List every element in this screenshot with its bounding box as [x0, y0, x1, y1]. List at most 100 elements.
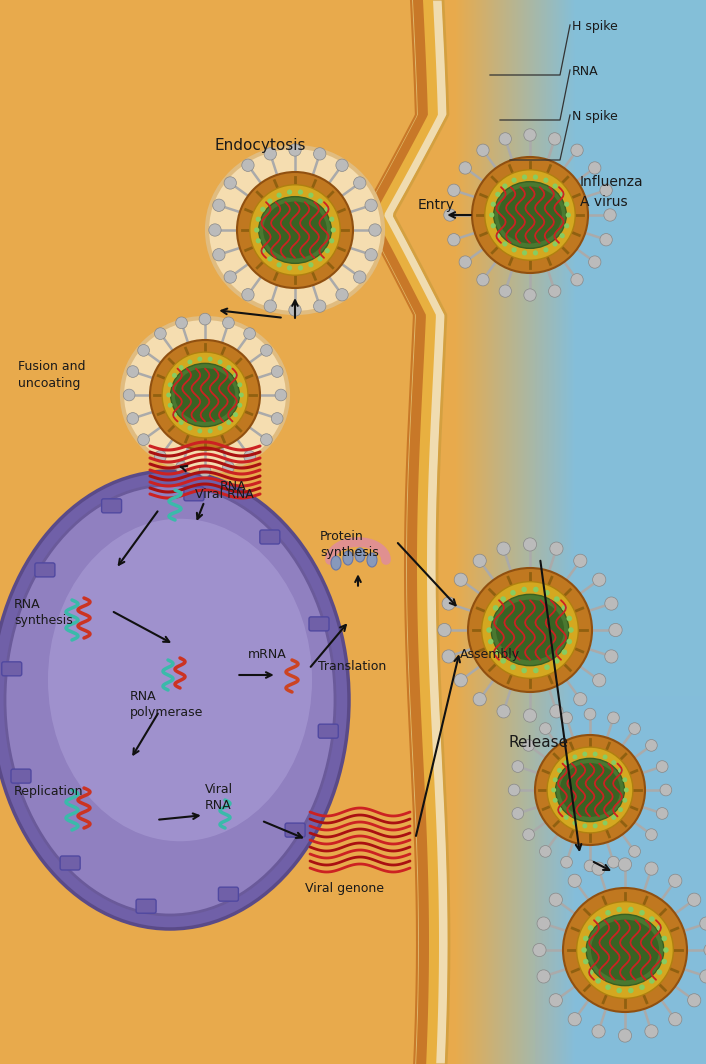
Ellipse shape: [560, 763, 621, 817]
Circle shape: [354, 177, 366, 189]
Circle shape: [533, 250, 538, 255]
Circle shape: [127, 366, 138, 378]
Circle shape: [573, 820, 578, 826]
Circle shape: [491, 223, 496, 229]
Circle shape: [365, 249, 377, 261]
Circle shape: [603, 820, 608, 826]
Circle shape: [568, 875, 581, 887]
Text: Protein: Protein: [320, 530, 364, 543]
Circle shape: [442, 650, 455, 663]
Circle shape: [688, 994, 701, 1007]
Circle shape: [454, 573, 467, 586]
Circle shape: [561, 857, 573, 868]
Circle shape: [574, 693, 587, 705]
Circle shape: [544, 247, 549, 252]
Circle shape: [309, 193, 313, 198]
Text: synthesis: synthesis: [14, 614, 73, 627]
Circle shape: [618, 858, 632, 871]
Circle shape: [198, 429, 203, 433]
Circle shape: [298, 189, 303, 195]
Circle shape: [459, 162, 472, 174]
Circle shape: [155, 328, 166, 339]
Circle shape: [605, 910, 611, 915]
Circle shape: [237, 172, 353, 288]
Circle shape: [628, 987, 633, 994]
Circle shape: [168, 382, 173, 387]
Circle shape: [309, 262, 313, 267]
Circle shape: [138, 434, 150, 446]
Circle shape: [241, 160, 254, 171]
Ellipse shape: [586, 914, 664, 985]
Circle shape: [550, 704, 563, 718]
Circle shape: [481, 582, 578, 679]
Polygon shape: [364, 0, 429, 1064]
Circle shape: [222, 317, 234, 329]
Ellipse shape: [48, 519, 312, 842]
Circle shape: [611, 815, 616, 820]
Circle shape: [588, 969, 593, 975]
Circle shape: [198, 356, 203, 362]
Circle shape: [657, 761, 668, 772]
Circle shape: [503, 183, 508, 188]
Ellipse shape: [355, 548, 365, 562]
Ellipse shape: [496, 600, 564, 661]
Circle shape: [485, 170, 575, 261]
Text: Entry: Entry: [418, 198, 455, 212]
Circle shape: [241, 288, 254, 301]
Circle shape: [564, 760, 569, 765]
Circle shape: [166, 393, 171, 398]
Circle shape: [486, 627, 492, 633]
Circle shape: [208, 356, 213, 362]
Circle shape: [669, 875, 682, 887]
Circle shape: [639, 984, 645, 990]
Circle shape: [544, 589, 550, 596]
Circle shape: [560, 192, 565, 197]
Circle shape: [592, 573, 606, 586]
Circle shape: [454, 674, 467, 687]
Circle shape: [609, 624, 622, 636]
Circle shape: [508, 784, 520, 796]
Circle shape: [477, 144, 489, 156]
Circle shape: [657, 925, 662, 931]
Circle shape: [564, 201, 569, 206]
Circle shape: [256, 238, 261, 244]
Circle shape: [495, 192, 501, 197]
Circle shape: [237, 382, 242, 387]
Circle shape: [497, 704, 510, 718]
Circle shape: [539, 722, 551, 734]
Circle shape: [629, 722, 640, 734]
Circle shape: [493, 649, 498, 655]
Circle shape: [495, 233, 501, 238]
Circle shape: [369, 223, 381, 236]
Circle shape: [271, 413, 283, 425]
Circle shape: [261, 206, 265, 212]
Ellipse shape: [491, 595, 569, 666]
Circle shape: [657, 969, 662, 975]
Ellipse shape: [367, 553, 377, 567]
Circle shape: [168, 403, 173, 408]
Ellipse shape: [556, 759, 624, 821]
Circle shape: [213, 199, 225, 212]
Ellipse shape: [175, 368, 235, 422]
Text: N spike: N spike: [572, 110, 618, 123]
Circle shape: [592, 862, 605, 876]
Circle shape: [497, 542, 510, 555]
Circle shape: [510, 589, 516, 596]
Circle shape: [649, 978, 654, 984]
FancyBboxPatch shape: [11, 769, 31, 783]
Circle shape: [523, 537, 537, 551]
Circle shape: [700, 970, 706, 983]
Circle shape: [589, 162, 601, 174]
Circle shape: [547, 747, 633, 833]
Circle shape: [560, 233, 565, 238]
Ellipse shape: [498, 186, 562, 244]
Circle shape: [533, 668, 539, 674]
Circle shape: [522, 174, 527, 180]
Circle shape: [217, 360, 222, 365]
Circle shape: [700, 917, 706, 930]
Circle shape: [138, 345, 150, 356]
Circle shape: [605, 984, 611, 990]
Circle shape: [289, 304, 301, 316]
Circle shape: [581, 947, 587, 952]
Circle shape: [549, 994, 563, 1007]
